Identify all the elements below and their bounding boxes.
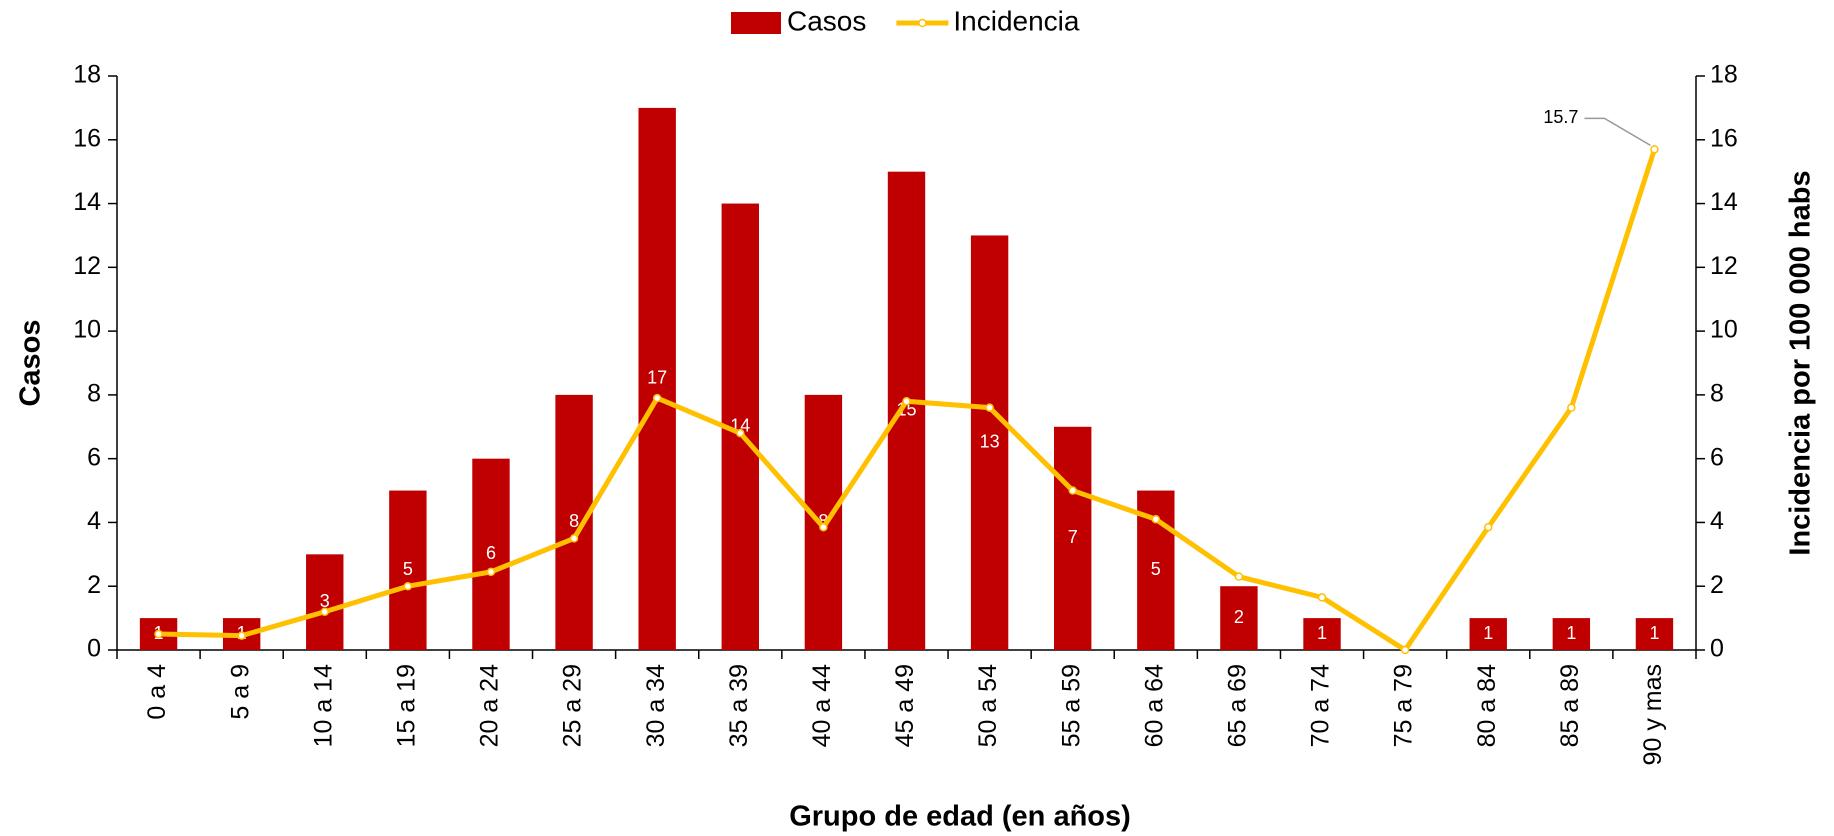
y2-tick-label: 10: [1710, 316, 1738, 344]
line-marker: [1234, 572, 1244, 581]
leader-line: [1584, 117, 1651, 146]
y-tick-label: 18: [73, 61, 101, 89]
line-marker: [819, 522, 828, 532]
data-label: 1: [1483, 623, 1493, 643]
x-tick-label: 65 a 69: [1224, 664, 1252, 747]
x-tick-label: 75 a 79: [1390, 664, 1418, 747]
y-tick-label: 16: [73, 124, 101, 152]
y2-tick-label: 0: [1710, 635, 1724, 663]
x-tick-label: 10 a 14: [309, 664, 337, 748]
x-tick-label: 30 a 34: [642, 664, 670, 748]
x-tick-label: 80 a 84: [1473, 664, 1501, 748]
line-marker: [1483, 522, 1493, 532]
data-label: 5: [403, 559, 413, 579]
data-label: 15.7: [1543, 107, 1578, 127]
line-marker: [1151, 515, 1161, 524]
x-tick-label: 55 a 59: [1057, 664, 1085, 747]
line-marker: [320, 607, 330, 616]
bar: [1635, 618, 1674, 650]
y-tick-label: 2: [87, 571, 101, 599]
x-tick-label: 0 a 4: [143, 664, 171, 720]
data-label: 3: [320, 591, 330, 611]
data-label: 5: [1151, 559, 1161, 579]
y2-tick-label: 6: [1710, 443, 1724, 471]
x-tick-label: 20 a 24: [476, 664, 504, 748]
x-tick-label: 60 a 64: [1140, 664, 1168, 748]
y-tick-label: 10: [73, 316, 101, 344]
data-label: 8: [569, 511, 579, 531]
line-marker: [902, 397, 911, 406]
line-marker: [985, 403, 994, 412]
data-label: 1: [1317, 623, 1327, 643]
y2-tick-label: 2: [1710, 571, 1724, 599]
data-label: 6: [486, 543, 496, 563]
y-tick-label: 8: [87, 379, 101, 407]
y2-tick-label: 12: [1710, 252, 1738, 280]
y2-tick-label: 8: [1710, 379, 1724, 407]
y-tick-label: 6: [87, 443, 101, 471]
bar: [306, 554, 344, 650]
bar: [555, 394, 593, 650]
legend-swatch: [731, 12, 781, 34]
line-marker: [1567, 403, 1576, 412]
x-tick-label: 90 y mas: [1639, 664, 1667, 765]
legend-label: Incidencia: [953, 5, 1080, 36]
x-axis-title: Grupo de edad (en años): [789, 801, 1131, 833]
data-label: 1: [1566, 623, 1576, 643]
data-label: 1: [1649, 623, 1659, 643]
line-marker: [237, 631, 246, 640]
y2-tick-label: 16: [1710, 124, 1738, 152]
data-label: 17: [647, 368, 667, 388]
x-tick-label: 50 a 54: [974, 664, 1002, 748]
x-tick-label: 5 a 9: [226, 664, 254, 720]
y-tick-label: 4: [87, 507, 101, 535]
bar: [472, 458, 510, 650]
y2-tick-label: 14: [1710, 188, 1738, 216]
y-tick-label: 0: [87, 635, 101, 663]
bar: [1054, 426, 1092, 650]
line-marker: [652, 393, 662, 403]
bar: [1303, 618, 1341, 650]
x-tick-label: 45 a 49: [891, 664, 919, 747]
legend-label: Casos: [787, 5, 866, 36]
line-marker: [569, 534, 579, 543]
data-label: 8: [818, 511, 828, 531]
line-marker: [403, 581, 413, 591]
legend-marker: [918, 18, 927, 28]
line-marker: [1400, 645, 1410, 655]
y2-axis-title: Incidencia por 100 000 habs: [1785, 170, 1817, 555]
y-tick-label: 14: [73, 188, 101, 216]
y-axis-title: Casos: [15, 319, 47, 406]
bar: [1469, 618, 1507, 650]
line-marker: [486, 567, 496, 577]
x-tick-label: 35 a 39: [725, 664, 753, 747]
bar: [638, 107, 676, 650]
data-label: 13: [980, 431, 1000, 451]
x-tick-label: 85 a 89: [1556, 664, 1584, 747]
line-marker: [1650, 145, 1659, 154]
data-label: 7: [1068, 527, 1078, 547]
line-marker: [1068, 486, 1077, 495]
bar: [1220, 586, 1258, 650]
line-marker: [154, 629, 163, 639]
line-marker: [736, 428, 745, 438]
y2-tick-label: 18: [1710, 61, 1738, 89]
x-tick-label: 40 a 44: [808, 664, 836, 748]
y-tick-label: 12: [73, 252, 101, 280]
data-label: 2: [1234, 607, 1244, 627]
x-tick-label: 25 a 29: [559, 664, 587, 747]
bar: [887, 171, 926, 650]
bar: [1552, 618, 1591, 650]
bar: [389, 490, 427, 650]
bar: [970, 235, 1009, 650]
line-marker: [1317, 593, 1327, 602]
y2-tick-label: 4: [1710, 507, 1724, 535]
bar: [804, 394, 843, 650]
x-tick-label: 70 a 74: [1307, 664, 1335, 748]
x-tick-label: 15 a 19: [392, 664, 420, 747]
